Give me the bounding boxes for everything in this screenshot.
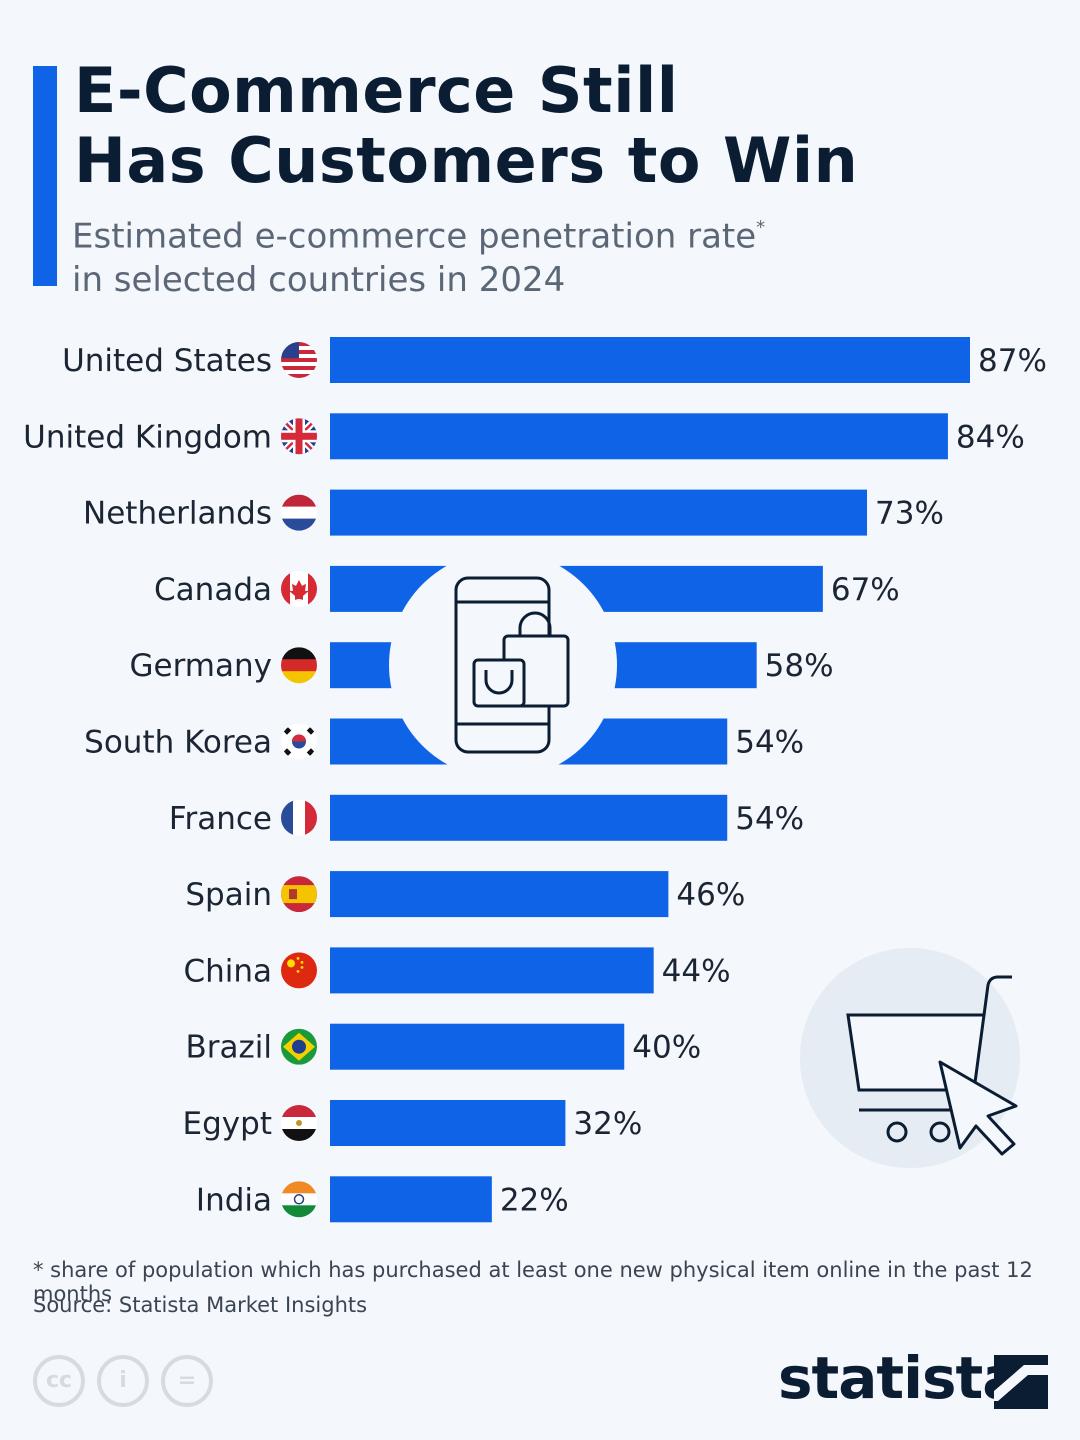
category-label: Germany bbox=[130, 648, 272, 684]
value-label: 22% bbox=[500, 1182, 569, 1218]
bar-united-kingdom bbox=[330, 413, 948, 460]
value-label: 40% bbox=[632, 1030, 701, 1066]
category-label: South Korea bbox=[84, 725, 272, 761]
netherlands-flag bbox=[281, 494, 317, 531]
bar-egypt bbox=[330, 1100, 566, 1146]
category-label: Netherlands bbox=[83, 496, 272, 532]
value-label: 46% bbox=[676, 877, 745, 913]
value-label: 32% bbox=[573, 1106, 642, 1142]
india-flag bbox=[281, 1181, 317, 1218]
category-label: United Kingdom bbox=[23, 419, 272, 455]
us-flag bbox=[281, 342, 317, 378]
statista-logo-icon[interactable] bbox=[994, 1355, 1048, 1409]
chart-subtitle: Estimated e-commerce penetration rate* in… bbox=[72, 208, 972, 302]
bar-india bbox=[330, 1176, 492, 1223]
uk-flag bbox=[281, 418, 317, 455]
value-label: 87% bbox=[978, 343, 1047, 379]
category-label: India bbox=[196, 1182, 272, 1218]
bar-spain bbox=[330, 871, 669, 918]
south-korea-flag bbox=[281, 723, 317, 760]
category-label: United States bbox=[62, 343, 272, 379]
value-label: 58% bbox=[765, 648, 834, 684]
egypt-flag bbox=[281, 1105, 317, 1141]
phone-shopping-icon bbox=[389, 551, 617, 779]
bar-france bbox=[330, 794, 728, 841]
shopping-cart-icon bbox=[800, 948, 1020, 1168]
value-label: 73% bbox=[875, 496, 944, 532]
category-label: Spain bbox=[185, 877, 272, 913]
value-label: 54% bbox=[735, 801, 804, 837]
subtitle-line-1: Estimated e-commerce penetration rate bbox=[72, 216, 757, 257]
bar-brazil bbox=[330, 1023, 625, 1070]
category-label: Brazil bbox=[185, 1030, 272, 1066]
value-label: 84% bbox=[956, 419, 1025, 455]
subtitle-line-2: in selected countries in 2024 bbox=[72, 260, 566, 301]
category-label: China bbox=[183, 953, 272, 989]
china-flag bbox=[281, 952, 317, 989]
spain-flag bbox=[281, 876, 317, 913]
category-label: Egypt bbox=[183, 1106, 272, 1142]
bar-united-states bbox=[330, 337, 970, 383]
germany-flag bbox=[281, 647, 317, 684]
footnote: * share of population which has purchase… bbox=[33, 1258, 1033, 1306]
bar-netherlands bbox=[330, 489, 868, 536]
source-line: Source: Statista Market Insights bbox=[33, 1293, 368, 1317]
bar-china bbox=[330, 947, 654, 994]
noderivs-icon[interactable]: = bbox=[161, 1355, 213, 1407]
france-flag bbox=[281, 799, 317, 836]
brazil-flag bbox=[281, 1028, 317, 1065]
category-label: France bbox=[169, 801, 272, 837]
value-label: 44% bbox=[662, 953, 731, 989]
subtitle-footnote-mark: * bbox=[756, 217, 766, 238]
category-label: Canada bbox=[154, 572, 272, 608]
statista-logo-text[interactable]: statista bbox=[778, 1344, 1021, 1412]
value-label: 54% bbox=[735, 725, 804, 761]
attribution-icon[interactable]: i bbox=[97, 1355, 149, 1407]
value-label: 67% bbox=[831, 572, 900, 608]
chart-title: E-Commerce Still Has Customers to Win bbox=[74, 54, 859, 197]
canada-flag bbox=[281, 570, 317, 607]
cc-icon[interactable]: cc bbox=[33, 1355, 85, 1407]
title-accent-bar bbox=[33, 66, 57, 286]
